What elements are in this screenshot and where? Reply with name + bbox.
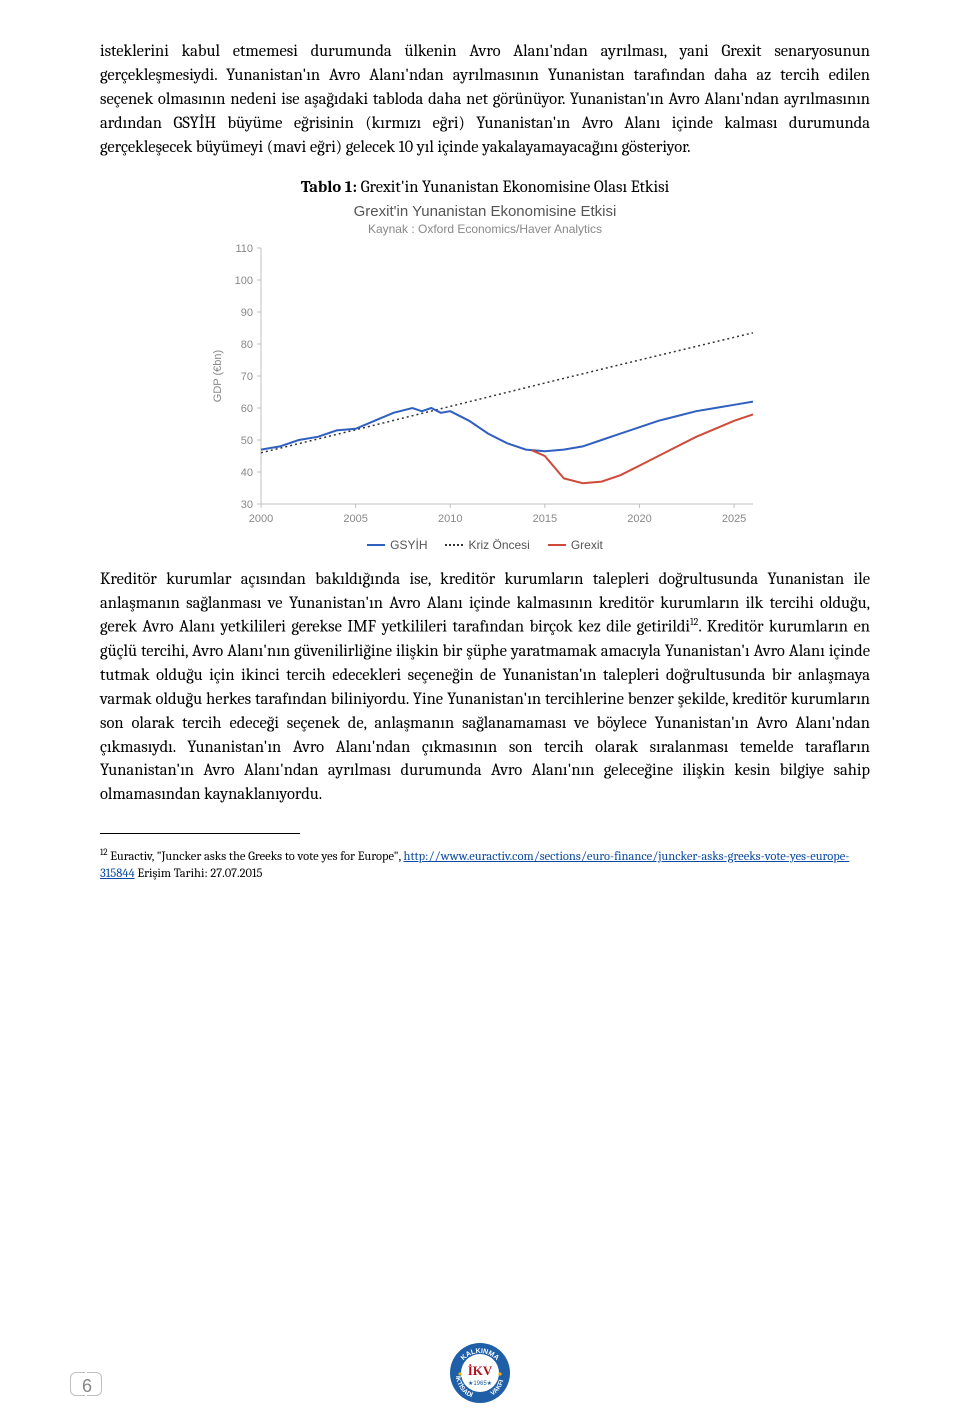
table-caption-text: Grexit'in Yunanistan Ekonomisine Olası E… bbox=[361, 178, 670, 197]
svg-text:2000: 2000 bbox=[249, 513, 273, 525]
chart-legend: GSYİH Kriz Öncesi Grexit bbox=[205, 538, 765, 552]
svg-text:50: 50 bbox=[241, 435, 253, 447]
legend-item-kriz: Kriz Öncesi bbox=[445, 538, 529, 552]
legend-item-grexit: Grexit bbox=[548, 538, 603, 552]
svg-text:GDP (€bn): GDP (€bn) bbox=[212, 349, 224, 401]
footnote-sup: 12 bbox=[100, 848, 108, 858]
paragraph-intro: isteklerini kabul etmemesi durumunda ülk… bbox=[100, 40, 870, 160]
table-caption-prefix: Tablo 1: bbox=[301, 178, 361, 197]
svg-text:İKV: İKV bbox=[468, 1363, 493, 1378]
chart-subtitle: Kaynak : Oxford Economics/Haver Analytic… bbox=[205, 222, 765, 236]
svg-text:70: 70 bbox=[241, 371, 253, 383]
legend-swatch-gsyih bbox=[367, 544, 385, 546]
legend-swatch-grexit bbox=[548, 544, 566, 546]
legend-label-gsyih: GSYİH bbox=[390, 538, 427, 552]
legend-label-grexit: Grexit bbox=[571, 538, 603, 552]
footer-logo: KALKINMAİKTİSADİVAKFIİKV★1965★ bbox=[448, 1341, 512, 1409]
svg-text:2010: 2010 bbox=[438, 513, 462, 525]
svg-text:90: 90 bbox=[241, 307, 253, 319]
legend-label-kriz: Kriz Öncesi bbox=[468, 538, 529, 552]
svg-text:2020: 2020 bbox=[627, 513, 651, 525]
footnote: 12 Euractiv, "Juncker asks the Greeks to… bbox=[100, 847, 870, 884]
svg-text:60: 60 bbox=[241, 403, 253, 415]
ikv-logo-icon: KALKINMAİKTİSADİVAKFIİKV★1965★ bbox=[448, 1341, 512, 1405]
table-caption: Tablo 1: Grexit'in Yunanistan Ekonomisin… bbox=[100, 178, 870, 197]
para2-part-b: . Kreditör kurumların en güçlü tercihi, … bbox=[100, 618, 870, 804]
page-footer: 6 bbox=[70, 1372, 102, 1401]
svg-text:★1965★: ★1965★ bbox=[468, 1380, 492, 1387]
svg-text:2025: 2025 bbox=[722, 513, 746, 525]
svg-text:40: 40 bbox=[241, 467, 253, 479]
chart-title: Grexit'in Yunanistan Ekonomisine Etkisi bbox=[205, 203, 765, 220]
svg-text:100: 100 bbox=[235, 275, 253, 287]
legend-item-gsyih: GSYİH bbox=[367, 538, 427, 552]
footnote-separator bbox=[100, 833, 300, 834]
footnote-tail: Erişim Tarihi: 27.07.2015 bbox=[135, 867, 263, 881]
svg-text:30: 30 bbox=[241, 499, 253, 511]
svg-text:80: 80 bbox=[241, 339, 253, 351]
legend-swatch-kriz bbox=[445, 544, 463, 546]
page-number: 6 bbox=[70, 1372, 102, 1401]
chart-svg: 30 40 50 60 70 80 90 100 110 2000 2005 2010 2015 2020… bbox=[205, 242, 765, 532]
svg-text:110: 110 bbox=[235, 243, 253, 255]
svg-text:2005: 2005 bbox=[343, 513, 367, 525]
paragraph-body: Kreditör kurumlar açısından bakıldığında… bbox=[100, 568, 870, 808]
footnote-lead: Euractiv, "Juncker asks the Greeks to vo… bbox=[108, 850, 404, 864]
chart-container: Grexit'in Yunanistan Ekonomisine Etkisi … bbox=[205, 203, 765, 552]
svg-text:2015: 2015 bbox=[533, 513, 557, 525]
